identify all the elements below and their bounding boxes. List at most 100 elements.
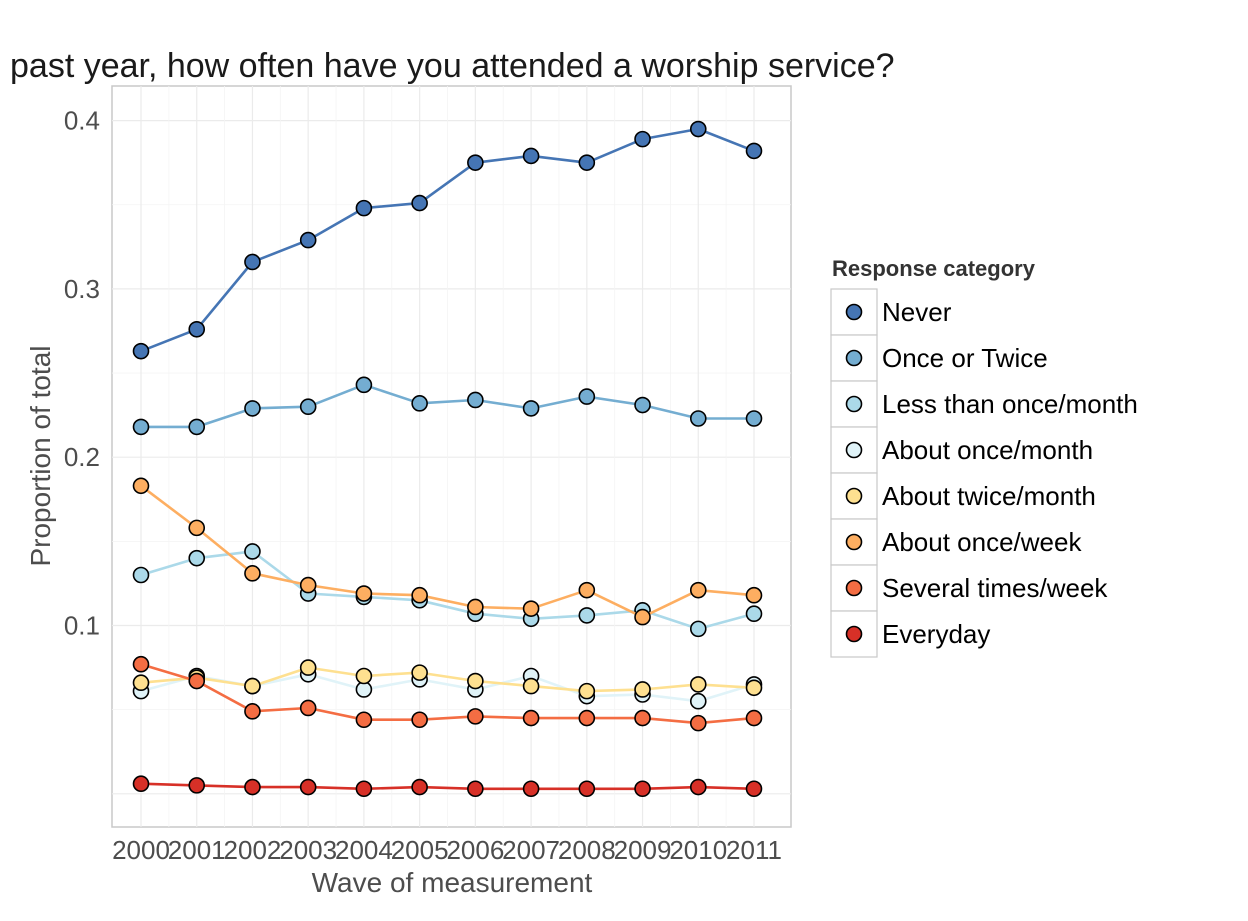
data-point bbox=[132, 418, 150, 436]
data-point bbox=[745, 605, 763, 623]
legend-label: Several times/week bbox=[882, 573, 1108, 603]
data-point bbox=[244, 778, 261, 796]
data-point bbox=[132, 655, 150, 673]
series-line bbox=[140, 666, 755, 693]
legend-label: About twice/month bbox=[882, 481, 1096, 511]
data-point bbox=[355, 585, 373, 602]
data-point bbox=[689, 676, 707, 693]
data-point bbox=[132, 477, 150, 495]
series-line bbox=[140, 662, 755, 725]
series-everyday bbox=[132, 775, 763, 798]
data-point bbox=[634, 709, 651, 727]
series-line bbox=[140, 127, 755, 353]
x-tick-label: 2003 bbox=[279, 835, 337, 865]
data-point bbox=[689, 778, 707, 796]
data-point bbox=[188, 672, 206, 690]
y-tick-label: 0.1 bbox=[64, 611, 100, 641]
legend-title: Response category bbox=[832, 256, 1036, 281]
data-point bbox=[244, 565, 261, 582]
legend-label: Never bbox=[882, 297, 952, 327]
series-line bbox=[140, 782, 755, 791]
data-point bbox=[578, 607, 596, 624]
data-point bbox=[188, 320, 206, 338]
data-point bbox=[689, 620, 707, 638]
data-point bbox=[244, 543, 261, 560]
data-point bbox=[634, 130, 651, 148]
legend-item-never: Never bbox=[830, 288, 952, 336]
x-tick-label: 2008 bbox=[558, 835, 616, 865]
data-point bbox=[411, 711, 428, 729]
data-point bbox=[689, 692, 707, 710]
legend-label: About once/week bbox=[882, 527, 1082, 557]
data-point bbox=[132, 566, 150, 584]
data-point bbox=[188, 519, 206, 537]
series-line bbox=[140, 484, 755, 619]
legend-item-about-twice-month: About twice/month bbox=[830, 472, 1096, 520]
data-point bbox=[634, 681, 651, 698]
series-layer bbox=[132, 120, 763, 798]
legend-label: About once/month bbox=[882, 435, 1093, 465]
legend: Response category Never Once or Twice Less… bbox=[830, 256, 1138, 658]
data-point bbox=[299, 231, 317, 249]
x-tick-label: 2007 bbox=[502, 835, 560, 865]
chart-title: past year, how often have you attended a… bbox=[10, 47, 895, 85]
legend-item-about-once-month: About once/month bbox=[830, 426, 1093, 474]
data-point bbox=[132, 674, 150, 692]
data-point bbox=[188, 549, 206, 567]
data-point bbox=[745, 780, 763, 798]
data-point bbox=[355, 376, 373, 394]
data-point bbox=[745, 142, 763, 160]
legend-item-less-than-once-month: Less than once/month bbox=[830, 380, 1138, 428]
x-tick-label: 2004 bbox=[335, 835, 393, 865]
data-point bbox=[689, 714, 707, 732]
data-point bbox=[132, 775, 150, 793]
legend-swatch bbox=[845, 441, 863, 459]
data-point bbox=[745, 410, 763, 427]
plot-panel bbox=[111, 85, 792, 828]
data-point bbox=[299, 699, 317, 717]
data-point bbox=[355, 711, 373, 729]
data-point bbox=[467, 154, 484, 171]
data-point bbox=[244, 677, 261, 695]
data-point bbox=[522, 400, 540, 417]
data-point bbox=[411, 194, 428, 212]
y-tick-label: 0.3 bbox=[64, 274, 100, 304]
series-several-times-week bbox=[132, 655, 763, 732]
data-point bbox=[689, 120, 707, 138]
series-about-twice-month bbox=[132, 659, 763, 700]
data-point bbox=[634, 396, 651, 414]
series-never bbox=[132, 120, 763, 360]
data-point bbox=[745, 679, 763, 697]
legend-label: Everyday bbox=[882, 619, 990, 649]
legend-item-several-times-week: Several times/week bbox=[830, 564, 1108, 612]
data-point bbox=[578, 388, 596, 405]
legend-swatch bbox=[845, 395, 863, 413]
data-point bbox=[299, 778, 317, 796]
data-point bbox=[522, 677, 540, 695]
data-point bbox=[299, 398, 317, 416]
data-point bbox=[578, 682, 596, 700]
legend-item-about-once-week: About once/week bbox=[830, 518, 1082, 566]
x-tick-label: 2009 bbox=[614, 835, 672, 865]
data-point bbox=[188, 777, 206, 794]
data-point bbox=[355, 667, 373, 685]
data-point bbox=[467, 672, 484, 690]
y-tick-label: 0.4 bbox=[64, 106, 100, 136]
y-axis-ticks: 0.1 0.2 0.3 0.4 bbox=[64, 106, 100, 641]
data-point bbox=[299, 659, 317, 676]
data-point bbox=[411, 586, 428, 604]
x-tick-label: 2011 bbox=[726, 835, 782, 865]
data-point bbox=[689, 581, 707, 599]
y-tick-label: 0.2 bbox=[64, 442, 100, 472]
legend-label: Less than once/month bbox=[882, 389, 1138, 419]
x-tick-label: 2010 bbox=[669, 835, 727, 865]
x-tick-label: 2001 bbox=[168, 835, 226, 865]
x-axis-ticks: 2000200120022003200420052006200720082009… bbox=[112, 835, 782, 865]
data-point bbox=[411, 664, 428, 681]
data-point bbox=[522, 780, 540, 798]
data-point bbox=[745, 586, 763, 604]
series-about-once-week bbox=[132, 477, 763, 626]
data-point bbox=[188, 418, 206, 436]
data-point bbox=[244, 400, 261, 417]
